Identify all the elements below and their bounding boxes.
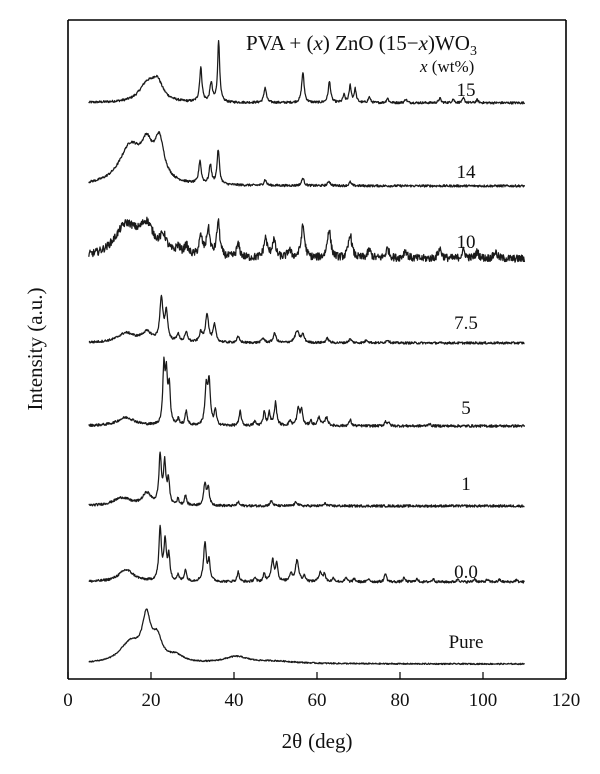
trace-15	[88, 39, 526, 105]
xrd-traces	[88, 39, 526, 666]
legend-title: PVA + (x) ZnO (15−x)WO3	[246, 31, 477, 59]
trace-10	[88, 216, 526, 263]
trace-5	[88, 356, 526, 428]
series-label: Pure	[449, 632, 484, 653]
x-tick-labels: 0 20 40 60 80 100 120	[63, 690, 580, 711]
x-axis-label: 2θ (deg)	[282, 729, 353, 753]
x-tick-label: 60	[308, 690, 327, 711]
trace-pure	[88, 608, 526, 666]
trace-7-5	[88, 294, 525, 345]
series-label: 5	[461, 398, 471, 419]
series-label: 14	[457, 162, 477, 183]
legend-subtitle: x (wt%)	[419, 57, 474, 76]
series-label: 15	[457, 80, 476, 101]
trace-1	[88, 451, 525, 508]
x-tick-label: 80	[391, 690, 410, 711]
series-label: 7.5	[454, 313, 478, 334]
x-tick-label: 40	[225, 690, 244, 711]
x-tick-label: 0	[63, 690, 73, 711]
trace-0-0	[88, 524, 525, 584]
series-labels: 15 14 10 7.5 5 1 0.0 Pure	[449, 80, 484, 653]
x-tick-label: 100	[469, 690, 498, 711]
series-label: 1	[461, 474, 471, 495]
series-label: 0.0	[454, 562, 478, 583]
trace-14	[88, 130, 526, 188]
series-label: 10	[457, 232, 476, 253]
x-tick-label: 120	[552, 690, 581, 711]
y-axis-label: Intensity (a.u.)	[23, 287, 47, 410]
x-tick-label: 20	[142, 690, 161, 711]
x-ticks	[67, 672, 567, 679]
